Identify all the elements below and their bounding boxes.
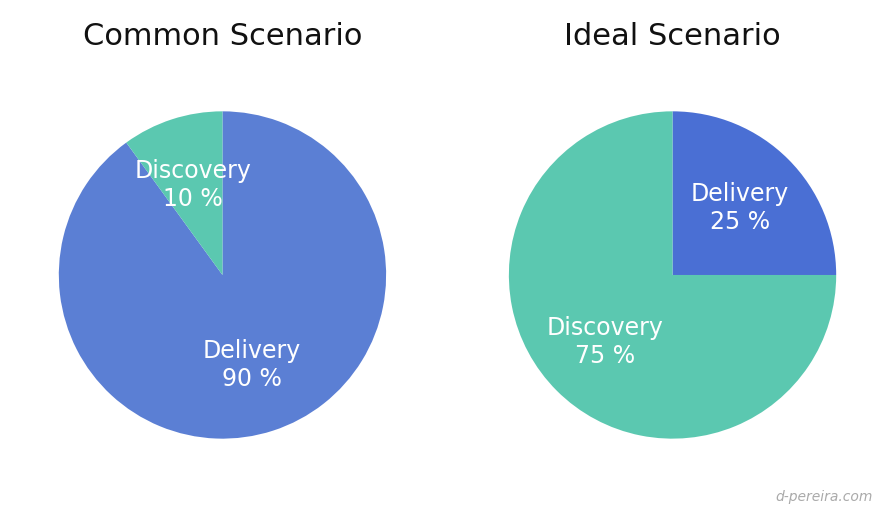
Title: Common Scenario: Common Scenario: [82, 23, 362, 51]
Text: Discovery
10 %: Discovery 10 %: [135, 159, 251, 211]
Wedge shape: [671, 112, 835, 275]
Text: Discovery
75 %: Discovery 75 %: [546, 316, 663, 368]
Title: Ideal Scenario: Ideal Scenario: [563, 23, 780, 51]
Wedge shape: [509, 112, 835, 438]
Wedge shape: [126, 112, 223, 275]
Wedge shape: [59, 112, 385, 438]
Text: Delivery
90 %: Delivery 90 %: [202, 339, 300, 391]
Text: Delivery
25 %: Delivery 25 %: [690, 182, 788, 234]
Text: d-pereira.com: d-pereira.com: [774, 490, 872, 504]
